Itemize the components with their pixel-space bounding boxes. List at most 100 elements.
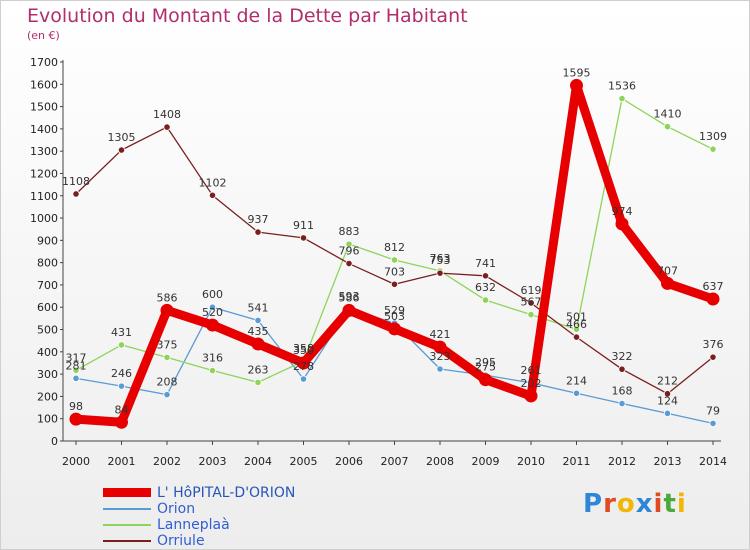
series-0-point [160, 303, 174, 317]
data-label: 208 [157, 376, 178, 389]
series-3-point [254, 228, 262, 236]
x-tick-label: 2013 [654, 455, 682, 468]
legend-swatch [103, 540, 151, 542]
data-label: 214 [566, 374, 587, 387]
series-3-point [117, 146, 126, 154]
series-3-point [208, 191, 217, 199]
x-tick-label: 2006 [335, 455, 363, 468]
series-0-point [661, 276, 674, 290]
series-1-point [117, 382, 126, 390]
y-tick-label: 500 [37, 324, 58, 337]
y-tick-label: 1200 [30, 167, 58, 180]
x-tick-label: 2011 [563, 455, 591, 468]
logo-letter: t [663, 489, 677, 519]
data-label: 281 [66, 359, 87, 372]
data-label: 168 [612, 385, 633, 398]
chart-subtitle: (en €) [27, 29, 60, 42]
y-tick-label: 600 [37, 301, 58, 314]
data-label: 212 [657, 375, 678, 388]
series-2-point [481, 296, 490, 304]
series-3-point [345, 259, 353, 268]
y-tick-label: 1300 [30, 145, 58, 158]
data-label: 84 [115, 403, 129, 416]
proxiti-logo: Proxiti [583, 489, 687, 519]
x-tick-label: 2003 [199, 455, 227, 468]
series-2-point [527, 310, 535, 319]
data-label: 263 [248, 363, 269, 376]
data-label: 763 [430, 252, 451, 265]
series-1-point [709, 419, 717, 427]
series-3-point [436, 269, 444, 277]
data-label: 796 [339, 245, 360, 258]
series-0-point [206, 318, 219, 332]
y-tick-label: 1500 [30, 101, 58, 114]
legend-swatch [103, 508, 151, 510]
data-label: 703 [384, 265, 405, 278]
y-tick-label: 700 [37, 279, 58, 292]
data-label: 1410 [654, 108, 682, 121]
data-label: 79 [706, 404, 720, 417]
data-label: 1408 [153, 108, 181, 121]
series-0-point [69, 412, 83, 426]
data-label: 261 [521, 364, 542, 377]
x-tick-label: 2002 [153, 455, 181, 468]
x-tick-label: 2007 [381, 455, 409, 468]
logo-letter: i [676, 489, 687, 519]
data-label: 520 [202, 306, 223, 319]
series-1-point [163, 391, 171, 399]
data-label: 1595 [563, 66, 591, 79]
x-tick-label: 2005 [290, 455, 318, 468]
x-tick-label: 2001 [108, 455, 136, 468]
logo-letter: P [583, 489, 604, 519]
logo-letter: i [653, 489, 664, 519]
series-3-point [527, 299, 535, 307]
y-tick-label: 0 [51, 435, 58, 448]
x-tick-label: 2009 [472, 455, 500, 468]
data-label: 1102 [199, 176, 227, 189]
series-1-point [663, 409, 672, 417]
data-label: 600 [202, 288, 223, 301]
series-2-point [572, 325, 581, 333]
data-label: 322 [612, 350, 633, 363]
series-1-point [72, 374, 80, 382]
series-0-point [524, 389, 538, 403]
logo-letter: x [635, 489, 654, 519]
data-label: 883 [339, 225, 360, 238]
y-tick-label: 200 [37, 390, 58, 403]
series-0-point [297, 356, 310, 370]
data-labels-layer: 98 84 586 520 435 350 586 503 421 275 202 1595 974 70… [62, 66, 727, 417]
legend-label: Orriule [157, 533, 205, 549]
y-tick-label: 900 [37, 234, 58, 247]
series-1-point [572, 389, 581, 397]
data-label: 1536 [608, 80, 636, 93]
data-label: 98 [69, 400, 83, 413]
series-3-point [390, 280, 399, 288]
x-tick-label: 2000 [62, 455, 90, 468]
data-label: 501 [566, 310, 587, 323]
logo-letter: o [616, 489, 636, 519]
series-0-point [706, 292, 720, 306]
data-label: 1309 [699, 130, 727, 143]
series-1-point [299, 375, 308, 383]
series-2-point [663, 123, 672, 131]
x-tick-label: 2014 [699, 455, 727, 468]
series-2-point [72, 366, 80, 374]
data-label: 937 [248, 213, 269, 226]
data-label: 375 [157, 338, 178, 351]
series-3-point [618, 365, 626, 373]
data-label: 435 [248, 325, 269, 338]
series-2-point [390, 256, 399, 264]
data-label: 707 [657, 264, 678, 277]
data-label: 124 [657, 394, 678, 407]
data-label: 567 [521, 296, 542, 309]
legend-swatch [103, 524, 151, 526]
data-label: 350 [293, 344, 314, 357]
legend-label: L' HôPITAL-D'ORION [157, 485, 296, 501]
y-tick-label: 1100 [30, 190, 58, 203]
data-label: 421 [430, 328, 451, 341]
x-tick-label: 2010 [517, 455, 545, 468]
y-tick-label: 800 [37, 257, 58, 270]
data-label: 317 [66, 351, 87, 364]
series-2-point [117, 341, 126, 349]
